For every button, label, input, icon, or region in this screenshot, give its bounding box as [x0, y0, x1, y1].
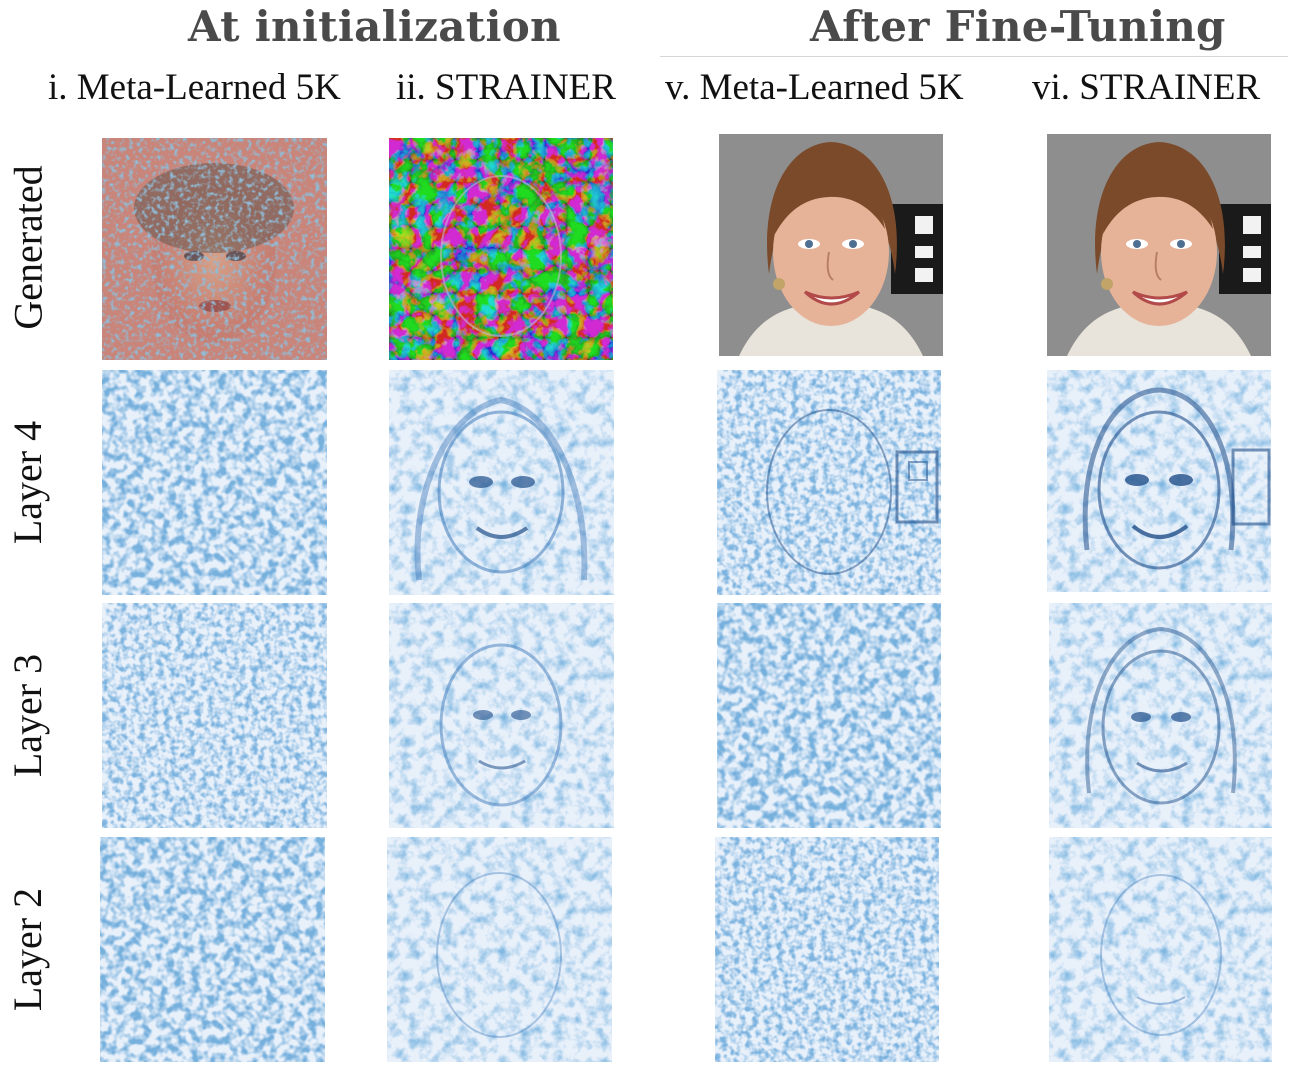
row-label-layer-2: Layer 2 — [5, 887, 51, 1012]
layer4-meta-learned-init-feature-map — [102, 370, 327, 595]
layer3-strainer-finetuned-feature-map — [1049, 603, 1272, 828]
row-label-layer-3: Layer 3 — [5, 653, 51, 778]
column-title-meta-learned-init: i. Meta-Learned 5K — [48, 67, 341, 108]
group-divider-line — [660, 56, 1288, 57]
layer2-meta-learned-init-feature-map — [100, 837, 325, 1062]
layer4-meta-learned-finetuned-feature-map — [717, 370, 941, 595]
column-title-meta-learned-finetuned: v. Meta-Learned 5K — [665, 67, 964, 108]
layer2-strainer-finetuned-feature-map — [1049, 837, 1272, 1062]
layer2-meta-learned-finetuned-feature-map — [715, 837, 939, 1062]
layer3-meta-learned-finetuned-feature-map — [717, 603, 941, 828]
generated-meta-learned-init-image — [102, 138, 327, 360]
generated-strainer-init-image — [389, 138, 613, 360]
column-title-strainer-init: ii. STRAINER — [396, 67, 616, 108]
group-title-initialization: At initialization — [188, 2, 561, 51]
row-label-layer-4: Layer 4 — [5, 420, 51, 545]
column-title-strainer-finetuned: vi. STRAINER — [1032, 67, 1261, 108]
generated-meta-learned-finetuned-face — [719, 134, 943, 356]
row-label-generated: Generated — [5, 165, 51, 330]
layer3-meta-learned-init-feature-map — [102, 603, 327, 828]
layer2-strainer-init-feature-map — [387, 837, 612, 1062]
generated-strainer-finetuned-face — [1047, 134, 1271, 356]
layer3-strainer-init-feature-map — [389, 603, 614, 828]
layer4-strainer-init-feature-map — [389, 370, 614, 595]
layer4-strainer-finetuned-feature-map — [1047, 370, 1271, 592]
group-title-fine-tuning: After Fine-Tuning — [810, 2, 1226, 51]
